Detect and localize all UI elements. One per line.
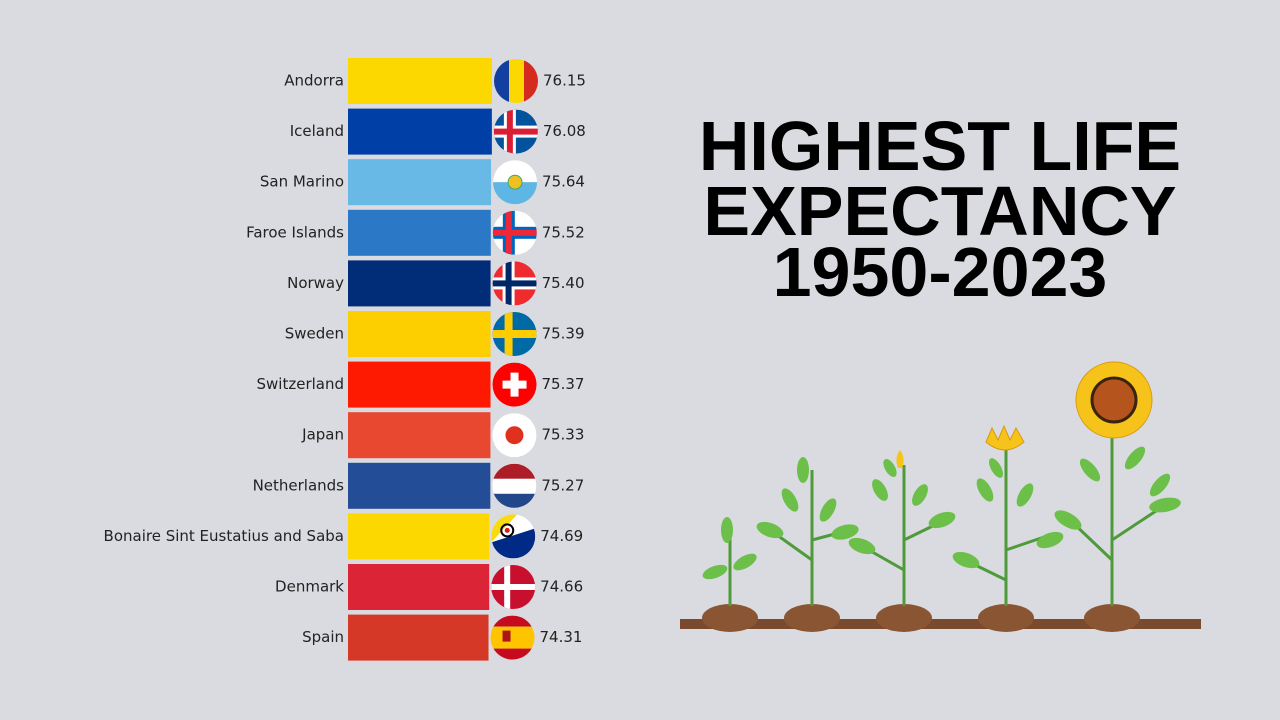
value-label: 76.15 bbox=[543, 72, 586, 90]
flag-part bbox=[493, 160, 538, 183]
flag bbox=[492, 413, 537, 458]
category-label: Netherlands bbox=[253, 476, 345, 494]
category-label: Andorra bbox=[284, 72, 344, 90]
title-line: EXPECTANCY bbox=[703, 172, 1176, 250]
value-label: 74.66 bbox=[540, 578, 583, 596]
bar bbox=[348, 260, 491, 307]
flag-part bbox=[492, 493, 537, 508]
flag bbox=[494, 59, 538, 103]
flag-part bbox=[506, 109, 513, 154]
category-label: Iceland bbox=[290, 122, 344, 140]
bar bbox=[348, 209, 491, 256]
flag-part bbox=[493, 182, 538, 205]
value-label: 75.39 bbox=[542, 325, 585, 343]
value-label: 75.27 bbox=[541, 476, 584, 494]
flag-part bbox=[524, 59, 538, 103]
value-label: 75.40 bbox=[542, 274, 585, 292]
flag bbox=[492, 362, 537, 407]
bar bbox=[348, 412, 491, 459]
flag bbox=[492, 463, 537, 508]
flag-part bbox=[493, 128, 538, 135]
value-label: 75.52 bbox=[542, 223, 585, 241]
bar bbox=[348, 58, 492, 104]
flag-part bbox=[504, 527, 510, 533]
flag bbox=[493, 160, 538, 205]
bar bbox=[348, 513, 490, 560]
value-label: 74.31 bbox=[540, 628, 583, 646]
category-label: Spain bbox=[302, 628, 344, 646]
bar bbox=[348, 564, 490, 610]
flag bbox=[492, 210, 537, 255]
flag-part bbox=[492, 280, 537, 287]
flag-part bbox=[492, 229, 537, 236]
category-label: Bonaire Sint Eustatius and Saba bbox=[104, 527, 344, 545]
flag-part bbox=[490, 626, 535, 649]
bar bbox=[348, 462, 491, 509]
flag-part bbox=[509, 59, 524, 103]
plants-illustration bbox=[680, 361, 1201, 632]
title-line: 1950-2023 bbox=[773, 233, 1108, 311]
value-label: 75.37 bbox=[542, 375, 585, 393]
flag bbox=[492, 261, 537, 306]
flag-part bbox=[494, 59, 509, 103]
value-label: 74.69 bbox=[540, 527, 583, 545]
flag-part bbox=[510, 372, 519, 397]
flag bbox=[490, 615, 535, 660]
flag-part bbox=[504, 312, 513, 356]
flag-part bbox=[492, 330, 537, 338]
flag-part bbox=[492, 463, 537, 479]
category-label: Switzerland bbox=[257, 375, 345, 393]
bar bbox=[348, 108, 492, 155]
flag bbox=[493, 109, 538, 154]
bar bbox=[348, 614, 489, 661]
category-label: Japan bbox=[301, 426, 344, 444]
category-label: Norway bbox=[287, 274, 344, 292]
flag-part bbox=[492, 478, 537, 494]
category-label: Sweden bbox=[285, 325, 344, 343]
category-label: San Marino bbox=[260, 173, 344, 191]
bar bbox=[348, 361, 491, 408]
title-line: HIGHEST LIFE bbox=[699, 107, 1181, 185]
flag-part bbox=[505, 426, 524, 445]
flag-part bbox=[490, 648, 535, 660]
bar bbox=[348, 311, 491, 357]
flag-part bbox=[500, 523, 515, 538]
flag bbox=[491, 565, 536, 609]
flag-part bbox=[505, 210, 512, 255]
value-label: 75.33 bbox=[541, 426, 584, 444]
flag-part bbox=[491, 514, 518, 543]
flag-part bbox=[507, 174, 523, 190]
flag bbox=[491, 514, 536, 559]
flag bbox=[492, 312, 537, 356]
flag-part bbox=[502, 630, 511, 642]
category-label: Faroe Islands bbox=[246, 223, 344, 241]
bar bbox=[348, 159, 492, 206]
value-label: 76.08 bbox=[543, 122, 586, 140]
category-label: Denmark bbox=[275, 578, 344, 596]
flag-part bbox=[504, 565, 511, 609]
flag-part bbox=[505, 261, 512, 306]
value-label: 75.64 bbox=[542, 173, 585, 191]
flag-part bbox=[490, 615, 535, 627]
flag-part bbox=[491, 528, 536, 559]
flag-part bbox=[491, 584, 536, 590]
